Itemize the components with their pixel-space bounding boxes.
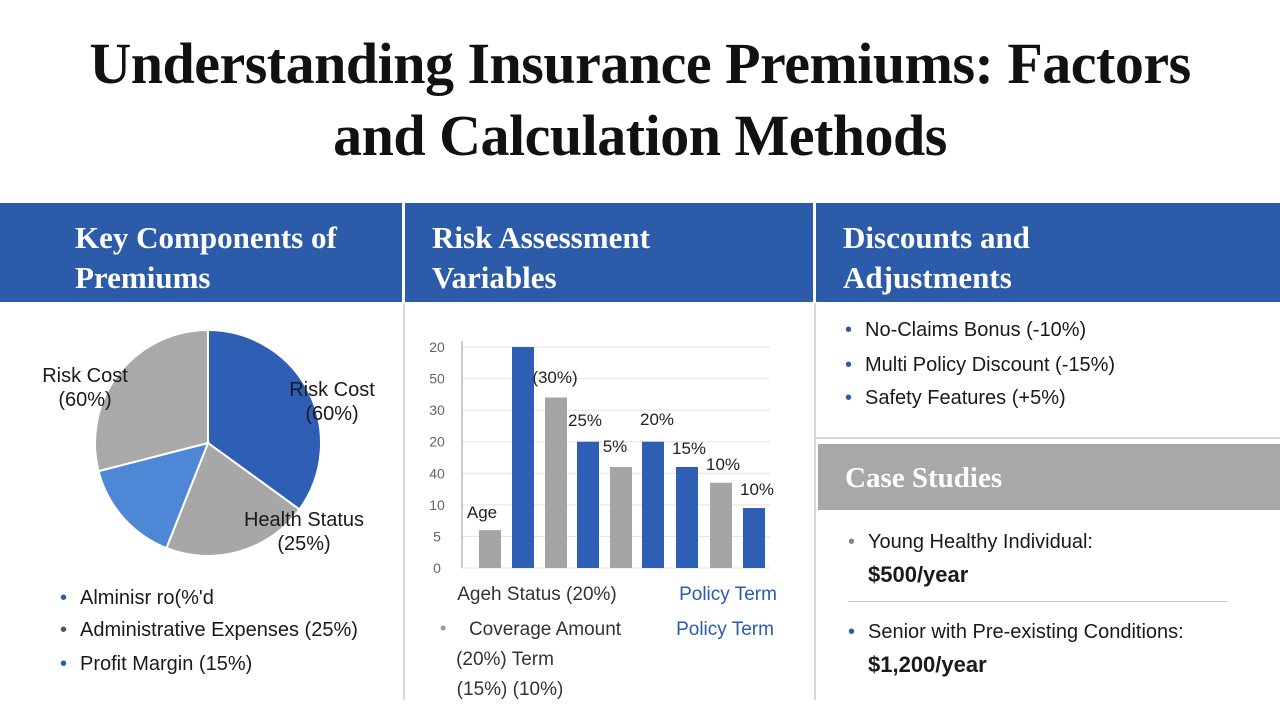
axis-note: Policy Term [679,584,777,605]
axis-note: (15%) (10%) [457,679,564,700]
column-divider [814,303,816,700]
axis-note: Ageh Status (20%) [457,584,616,605]
bar [577,441,599,568]
case-item: • Senior with Pre-existing Conditions: [848,621,1184,643]
case-label: Senior with Pre-existing Conditions: [868,621,1184,643]
panel-heading: Risk Assessment Variables [432,220,650,295]
y-tick-label: 30 [429,402,445,418]
pie-chart [94,328,322,557]
discount-item: • Multi Policy Discount (-15%) [845,354,1116,376]
bar-annotation: 15% [672,439,706,458]
case-amount: $1,200/year [868,652,987,677]
legend-text: Profit Margin (15%) [80,653,253,675]
case-divider [848,601,1228,602]
bar-annotation: Age [467,503,497,522]
bar-annotation: (30%) [532,368,577,387]
pie-slice [165,441,301,557]
page-title: Understanding Insurance Premiums: Factor… [89,31,1191,168]
column-divider [403,303,405,700]
bar-annotation: 5% [603,437,628,456]
note-bullet: • [440,618,446,638]
bar [743,508,765,568]
y-tick-label: 0 [433,560,441,576]
bar [479,530,501,568]
bar-annotation: 10% [706,455,740,474]
y-tick-label: 40 [429,465,445,481]
y-tick-label: 50 [429,371,445,387]
panel-heading: Discounts and Adjustments [843,220,1030,295]
band-separator [402,203,405,302]
pie-label: Health Status (25%) [243,509,365,555]
band-separator [813,203,816,302]
bar [642,441,664,568]
discount-text: Safety Features (+5%) [865,387,1066,409]
axis-note: Coverage Amount [469,619,622,640]
bar [710,482,732,568]
legend-item: • Alminisr ro(%'d [60,587,214,609]
case-label: Young Healthy Individual: [868,531,1093,553]
bar [512,347,534,568]
discount-item: • No-Claims Bonus (-10%) [845,319,1087,341]
y-tick-label: 5 [433,528,441,544]
bar [610,466,632,568]
discount-text: Multi Policy Discount (-15%) [865,354,1116,376]
case-amount: $500/year [868,562,969,587]
pie-slice [97,441,210,550]
discount-item: • Safety Features (+5%) [845,387,1066,409]
bar-annotation: 25% [568,411,602,430]
axis-note: (20%) Term [456,649,554,670]
legend-item: • Administrative Expenses (25%) [60,619,358,641]
legend-text: Administrative Expenses (25%) [80,619,358,641]
pie-label: Risk Cost (60%) [289,379,375,425]
y-tick-label: 20 [429,434,445,450]
axis-note: Policy Term [676,619,774,640]
bar-chart: 05104020305020Age(30%)25%5%20%15%10%10%A… [429,339,777,700]
header-band [0,203,1280,302]
bar [676,466,698,568]
legend-text: Alminisr ro(%'d [80,587,214,609]
discount-text: No-Claims Bonus (-10%) [865,319,1087,341]
bar-annotation: 20% [640,410,674,429]
panel-heading: Key Components of Premiums [75,220,337,295]
case-band [818,444,1280,510]
section-divider [816,437,1280,439]
y-tick-label: 20 [429,339,445,355]
case-item: • Young Healthy Individual: [848,531,1093,553]
bar [545,397,567,568]
pie-slice [207,328,322,511]
pie-slice [94,328,209,473]
pie-label: Risk Cost (60%) [42,365,128,411]
case-heading: Case Studies [845,462,1003,494]
y-tick-label: 10 [429,497,445,513]
legend-item: • Profit Margin (15%) [60,653,253,675]
bar-annotation: 10% [740,480,774,499]
